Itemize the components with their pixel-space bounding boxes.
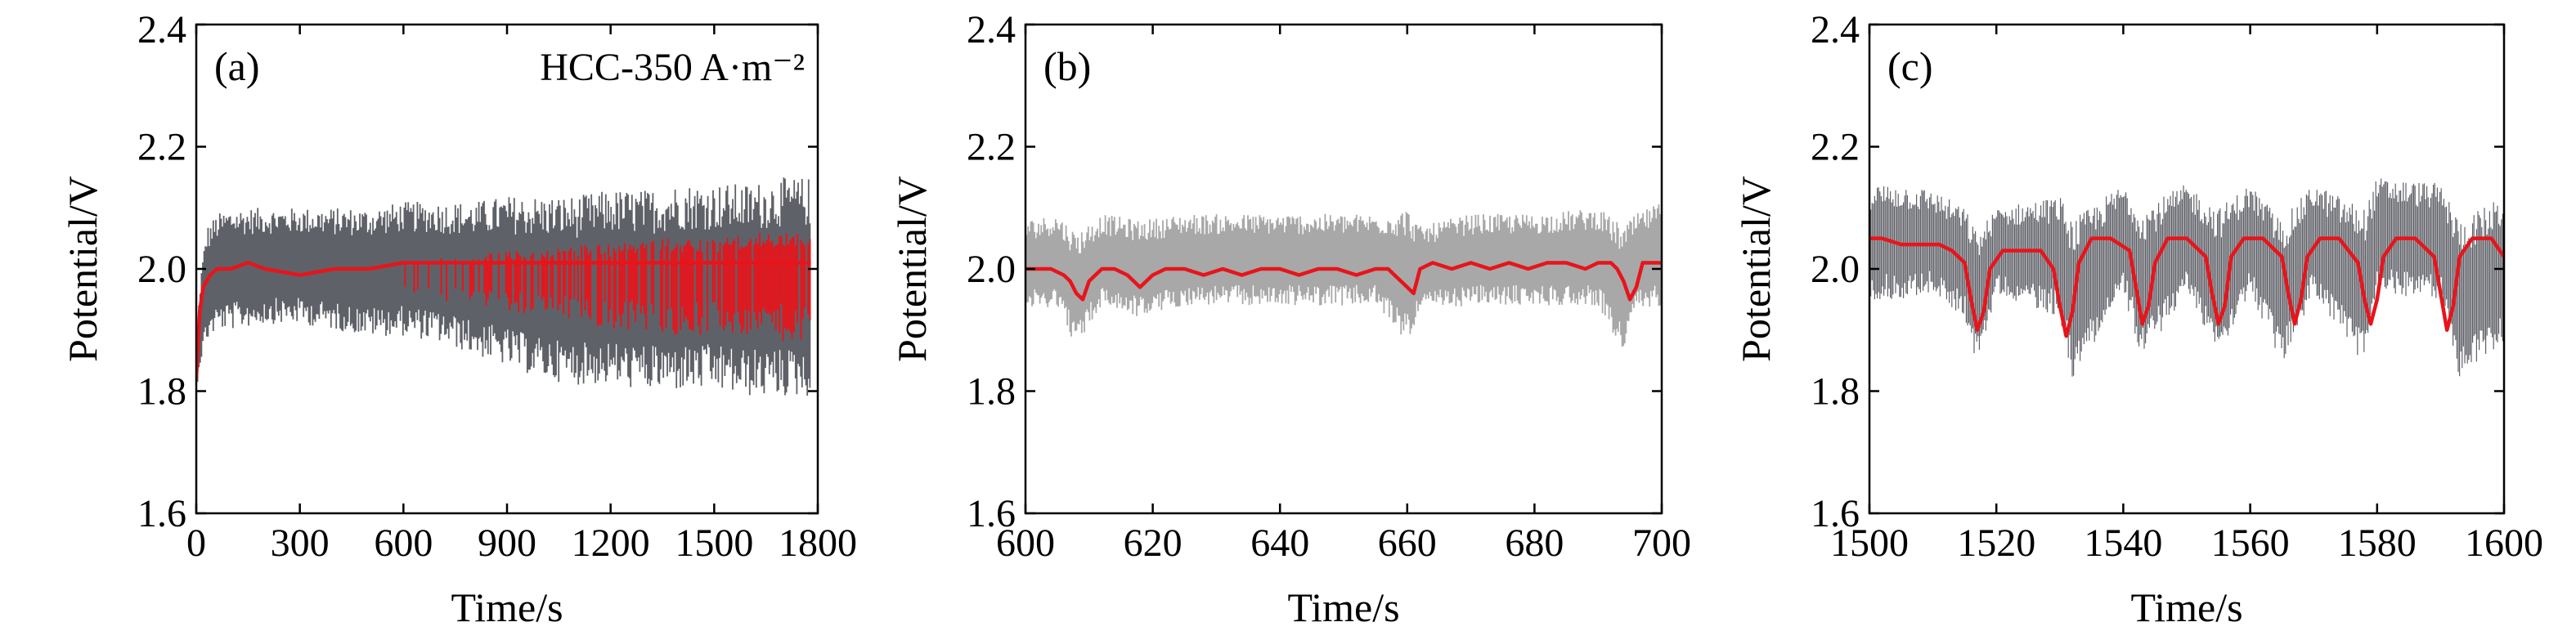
x-axis-title: Time/s bbox=[451, 584, 563, 630]
x-tick-label: 640 bbox=[1250, 521, 1309, 565]
x-tick-label: 900 bbox=[478, 521, 536, 565]
plot-area bbox=[1869, 178, 2504, 377]
x-axis-title: Time/s bbox=[2130, 584, 2242, 630]
y-axis-title: Potential/V bbox=[60, 176, 105, 362]
x-tick-label: 1560 bbox=[2211, 521, 2290, 565]
x-tick-label: 680 bbox=[1505, 521, 1564, 565]
y-tick-label: 1.6 bbox=[967, 492, 1016, 535]
x-tick-label: 1540 bbox=[2084, 521, 2162, 565]
y-tick-label: 1.8 bbox=[137, 370, 186, 414]
x-tick-label: 1500 bbox=[675, 521, 753, 565]
smoothed-line-1 bbox=[1025, 261, 1662, 302]
chart-panel-2: 1.6 1.8 2.0 2.2 2.4 600 620 640 660 680 700 Time/s P… bbox=[889, 8, 1691, 630]
x-tick-label: 660 bbox=[1378, 521, 1437, 565]
x-tick-label: 1580 bbox=[2338, 521, 2417, 565]
chart-panel-1: 1.6 1.8 2.0 2.2 2.4 0 300 600 900 1200 1500 1800 Tim… bbox=[60, 8, 857, 630]
plot-area bbox=[1025, 204, 1662, 347]
x-tick-label: 300 bbox=[271, 521, 330, 565]
panel-label: (a) bbox=[214, 43, 260, 89]
y-tick-label: 2.4 bbox=[967, 8, 1016, 51]
plot-area bbox=[196, 177, 811, 396]
x-tick-label: 620 bbox=[1124, 521, 1183, 565]
panel-label: (c) bbox=[1887, 43, 1933, 89]
smoothed-line-1 bbox=[1869, 236, 2504, 338]
raw-signal bbox=[1869, 178, 2503, 377]
y-axis-title: Potential/V bbox=[1733, 176, 1779, 362]
y-tick-label: 2.4 bbox=[1811, 8, 1860, 51]
panel-label: (b) bbox=[1043, 43, 1091, 89]
x-tick-label: 0 bbox=[186, 521, 206, 565]
x-tick-label: 1800 bbox=[779, 521, 857, 565]
current-density-annotation: HCC-350 A·m⁻² bbox=[540, 46, 805, 89]
smoothed-band bbox=[404, 232, 811, 342]
y-tick-label: 2.0 bbox=[1811, 248, 1860, 291]
x-tick-label: 1200 bbox=[572, 521, 650, 565]
y-tick-label: 2.4 bbox=[137, 8, 186, 51]
x-tick-label: 600 bbox=[374, 521, 433, 565]
y-tick-label: 2.2 bbox=[137, 126, 186, 169]
x-tick-label: 700 bbox=[1632, 521, 1691, 565]
y-tick-label: 2.2 bbox=[967, 126, 1016, 169]
y-tick-label: 1.6 bbox=[137, 492, 186, 535]
y-axis-title: Potential/V bbox=[889, 176, 935, 362]
smoothed-line-1 bbox=[196, 261, 811, 379]
y-tick-label: 1.6 bbox=[1811, 492, 1860, 535]
raw-signal-path bbox=[1025, 204, 1662, 347]
x-tick-label: 1520 bbox=[1957, 521, 2035, 565]
y-tick-label: 2.0 bbox=[967, 248, 1016, 291]
y-tick-label: 2.0 bbox=[137, 248, 186, 291]
x-tick-label: 600 bbox=[996, 521, 1055, 565]
y-tick-label: 1.8 bbox=[1811, 370, 1860, 414]
x-tick-label: 1500 bbox=[1830, 521, 1909, 565]
raw-signal-path bbox=[1869, 178, 2503, 377]
y-tick-label: 2.2 bbox=[1811, 126, 1860, 169]
chart-panel-3: 1.6 1.8 2.0 2.2 2.4 1500 1520 1540 1560 1580 1600 T… bbox=[1733, 8, 2543, 630]
x-axis-title: Time/s bbox=[1287, 584, 1399, 630]
raw-signal bbox=[1025, 204, 1662, 347]
x-tick-label: 1600 bbox=[2465, 521, 2543, 565]
y-tick-label: 1.8 bbox=[967, 370, 1016, 414]
